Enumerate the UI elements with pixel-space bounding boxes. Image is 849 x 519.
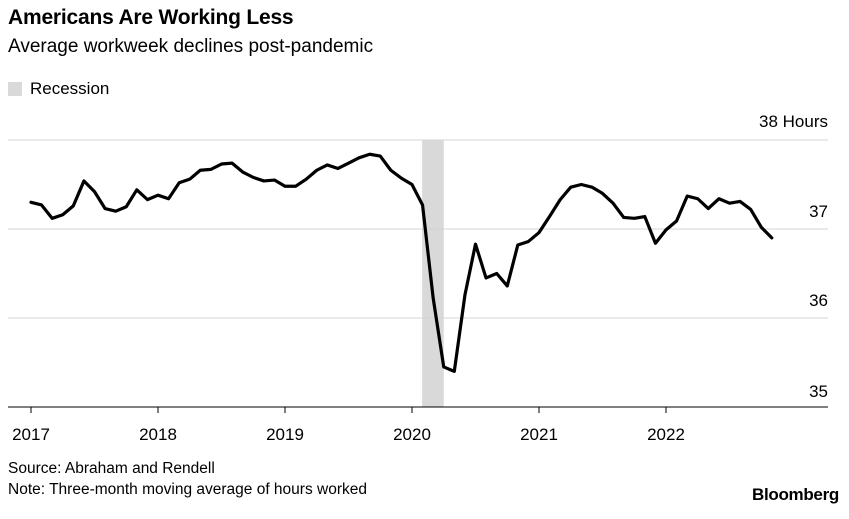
data-point (421, 203, 424, 207)
legend: Recession (8, 79, 109, 99)
data-point (749, 208, 752, 211)
data-point (368, 153, 371, 156)
data-point (326, 163, 329, 167)
chart-subtitle: Average workweek declines post-pandemic (8, 36, 374, 57)
data-point (273, 178, 276, 182)
x-tick-label-2017: 2017 (12, 425, 50, 444)
data-point (347, 161, 350, 165)
methodology-note: Note: Three-month moving average of hour… (8, 481, 367, 498)
data-point (125, 205, 128, 208)
data-point (103, 207, 107, 210)
recession-band (422, 140, 444, 407)
source-note: Source: Abraham and Rendell (8, 460, 215, 477)
data-point (707, 207, 710, 210)
data-point (294, 185, 297, 188)
data-point (601, 192, 604, 195)
y-tick-label-35: 35 (809, 382, 828, 401)
data-point (262, 179, 265, 183)
data-point (82, 179, 86, 183)
data-point (686, 194, 689, 198)
y-tick-label-37: 37 (809, 202, 828, 221)
data-point (643, 215, 646, 218)
data-point (252, 176, 255, 179)
data-point (738, 200, 742, 203)
x-tick-label-2020: 2020 (393, 425, 431, 444)
data-point (167, 197, 170, 200)
data-point (474, 242, 477, 246)
data-point (135, 188, 138, 192)
data-point (611, 201, 615, 205)
x-tick-label-2022: 2022 (647, 425, 685, 444)
data-point (463, 293, 467, 297)
data-point (357, 156, 361, 159)
data-point (717, 197, 721, 200)
data-point (72, 204, 75, 208)
data-point (770, 236, 773, 240)
x-tick-label-2018: 2018 (139, 425, 177, 444)
data-point (633, 217, 636, 220)
data-point (516, 243, 519, 247)
data-point (305, 177, 308, 181)
data-point (559, 198, 562, 201)
chart-title: Americans Are Working Less (8, 6, 294, 29)
data-point (336, 167, 340, 170)
data-point (506, 284, 509, 288)
data-point (156, 193, 160, 197)
y-tick-label-36: 36 (809, 291, 828, 310)
data-point (664, 228, 668, 232)
data-point (389, 169, 392, 172)
data-point (29, 201, 33, 204)
bloomberg-logo: Bloomberg (751, 485, 839, 504)
data-point (675, 219, 678, 223)
data-point (432, 297, 435, 300)
data-point (622, 216, 625, 219)
data-point (51, 217, 54, 220)
x-tick-label-2021: 2021 (520, 425, 558, 444)
data-point (400, 177, 403, 180)
data-point (61, 213, 64, 216)
data-point (728, 201, 731, 205)
data-point (230, 161, 234, 165)
data-point (188, 177, 191, 181)
data-point (315, 169, 318, 172)
data-point (484, 276, 488, 280)
data-point (590, 185, 594, 189)
legend-label-recession: Recession (30, 79, 110, 98)
data-point (495, 272, 498, 275)
data-point (410, 183, 414, 186)
data-point (379, 154, 382, 158)
data-point (580, 183, 583, 186)
recession-swatch (8, 82, 22, 96)
data-point (40, 203, 43, 207)
data-point (453, 370, 456, 373)
data-point (209, 168, 213, 171)
x-tick-label-2019: 2019 (266, 425, 304, 444)
y-tick-label-38: 38 Hours (759, 112, 828, 131)
series-line-hours (29, 152, 774, 373)
data-point (548, 215, 551, 218)
data-point (442, 365, 445, 369)
data-point (537, 231, 541, 234)
data-point (241, 170, 244, 174)
data-point (93, 190, 96, 193)
data-point (696, 197, 699, 200)
data-point (146, 198, 149, 201)
data-point (114, 210, 117, 213)
data-point (569, 185, 572, 189)
data-point (199, 169, 202, 172)
data-point (283, 185, 287, 188)
data-point (220, 162, 223, 166)
data-point (654, 242, 657, 245)
data-point (178, 181, 181, 184)
data-point (760, 226, 763, 229)
data-point (527, 240, 530, 243)
